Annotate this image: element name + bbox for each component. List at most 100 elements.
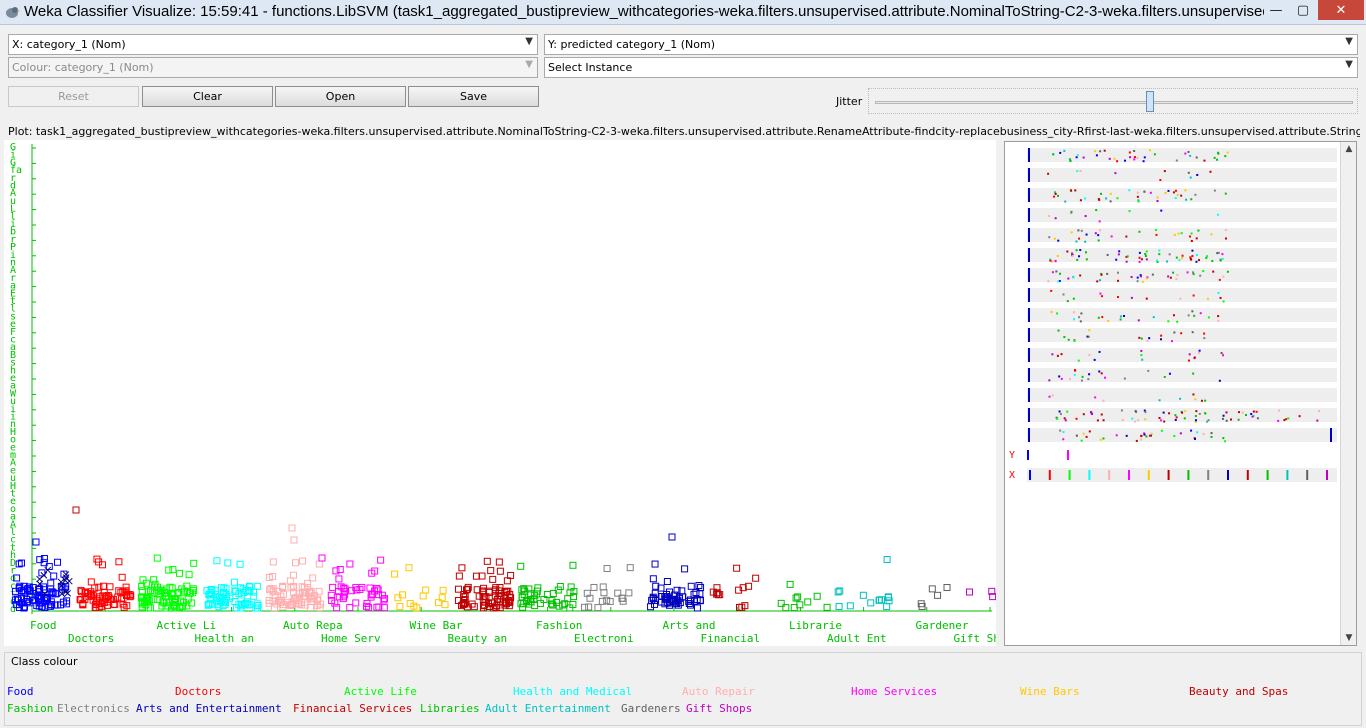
class-colour-item[interactable]: Libraries (420, 702, 480, 715)
data-point[interactable] (501, 601, 509, 609)
data-point[interactable] (480, 602, 488, 610)
data-point[interactable] (115, 558, 123, 566)
jitter-slider-thumb[interactable] (1146, 91, 1154, 112)
data-point[interactable] (107, 596, 115, 604)
data-point[interactable] (590, 583, 598, 591)
data-point[interactable] (309, 574, 317, 582)
data-point[interactable] (162, 585, 170, 593)
data-point[interactable] (496, 567, 504, 575)
misclassified-point[interactable] (58, 590, 66, 598)
minimize-button[interactable]: — (1269, 2, 1283, 18)
data-point[interactable] (413, 604, 421, 612)
data-point[interactable] (79, 601, 87, 609)
data-point[interactable] (106, 583, 114, 591)
data-point[interactable] (651, 560, 659, 568)
save-button[interactable]: Save (408, 86, 539, 107)
data-point[interactable] (315, 587, 323, 595)
data-point[interactable] (126, 591, 134, 599)
data-point[interactable] (301, 598, 309, 606)
matrix-cell[interactable] (1027, 328, 1337, 342)
matrix-cell[interactable] (1027, 408, 1337, 422)
data-point[interactable] (77, 588, 85, 596)
data-point[interactable] (651, 589, 659, 597)
data-point[interactable] (150, 595, 158, 603)
data-point[interactable] (685, 597, 693, 605)
data-point[interactable] (460, 591, 468, 599)
data-point[interactable] (686, 596, 694, 604)
data-point[interactable] (335, 593, 343, 601)
data-point[interactable] (98, 561, 106, 569)
data-point[interactable] (693, 604, 701, 612)
data-point[interactable] (95, 583, 103, 591)
data-point[interactable] (279, 582, 287, 590)
data-point[interactable] (213, 557, 221, 565)
data-point[interactable] (363, 599, 371, 607)
data-point[interactable] (15, 601, 23, 609)
data-point[interactable] (207, 588, 215, 596)
data-point[interactable] (479, 587, 487, 595)
data-point[interactable] (169, 565, 177, 573)
data-point[interactable] (288, 600, 296, 608)
data-point[interactable] (652, 597, 660, 605)
class-colour-item[interactable]: Beauty and Spas (1189, 685, 1289, 698)
data-point[interactable] (346, 604, 354, 612)
data-point[interactable] (518, 593, 526, 601)
data-point[interactable] (625, 589, 633, 597)
data-point[interactable] (174, 589, 182, 597)
data-point[interactable] (158, 587, 166, 595)
data-point[interactable] (735, 586, 743, 594)
data-point[interactable] (606, 598, 614, 606)
data-point[interactable] (566, 604, 574, 612)
data-point[interactable] (13, 574, 21, 582)
data-point[interactable] (232, 587, 240, 595)
data-point[interactable] (335, 575, 343, 583)
data-point[interactable] (271, 604, 279, 612)
data-point[interactable] (21, 589, 29, 597)
data-point[interactable] (405, 564, 413, 572)
data-point[interactable] (794, 593, 802, 601)
data-point[interactable] (739, 584, 747, 592)
data-point[interactable] (489, 575, 497, 583)
class-colour-item[interactable]: Adult Entertainment (485, 702, 611, 715)
data-point[interactable] (176, 569, 184, 577)
data-point[interactable] (253, 582, 261, 590)
data-point[interactable] (422, 586, 430, 594)
data-point[interactable] (15, 560, 23, 568)
data-point[interactable] (292, 599, 300, 607)
data-point[interactable] (161, 589, 169, 597)
data-point[interactable] (122, 587, 130, 595)
data-point[interactable] (461, 600, 469, 608)
data-point[interactable] (649, 594, 657, 602)
data-point[interactable] (171, 603, 179, 611)
data-point[interactable] (603, 565, 611, 573)
data-point[interactable] (332, 567, 340, 575)
scroll-up-arrow-icon[interactable]: ▲ (1345, 144, 1353, 154)
data-point[interactable] (472, 572, 480, 580)
data-point[interactable] (77, 586, 85, 594)
data-point[interactable] (166, 583, 174, 591)
close-button[interactable]: ✕ (1318, 0, 1364, 20)
data-point[interactable] (696, 596, 704, 604)
data-point[interactable] (716, 591, 724, 599)
data-point[interactable] (175, 603, 183, 611)
data-point[interactable] (804, 598, 812, 606)
data-point[interactable] (333, 604, 341, 612)
data-point[interactable] (543, 591, 551, 599)
data-point[interactable] (253, 604, 261, 612)
data-point[interactable] (254, 601, 262, 609)
data-point[interactable] (494, 595, 502, 603)
data-point[interactable] (40, 555, 48, 563)
data-point[interactable] (212, 597, 220, 605)
data-point[interactable] (165, 566, 173, 574)
data-point[interactable] (271, 591, 279, 599)
data-point[interactable] (713, 589, 721, 597)
matrix-cell[interactable] (1027, 228, 1337, 242)
data-point[interactable] (673, 600, 681, 608)
data-point[interactable] (569, 561, 577, 569)
data-point[interactable] (253, 600, 261, 608)
data-point[interactable] (527, 598, 535, 606)
data-point[interactable] (40, 583, 48, 591)
data-point[interactable] (208, 586, 216, 594)
data-point[interactable] (380, 604, 388, 612)
data-point[interactable] (559, 601, 567, 609)
